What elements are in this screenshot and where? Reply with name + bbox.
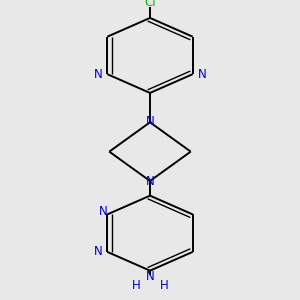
Text: N: N <box>146 176 154 188</box>
Text: N: N <box>99 205 107 218</box>
Text: N: N <box>146 115 154 128</box>
Text: N: N <box>94 68 102 81</box>
Text: H: H <box>131 280 140 292</box>
Text: N: N <box>94 245 102 258</box>
Text: N: N <box>146 270 154 283</box>
Text: N: N <box>198 68 206 81</box>
Text: H: H <box>160 280 169 292</box>
Text: Cl: Cl <box>144 0 156 9</box>
